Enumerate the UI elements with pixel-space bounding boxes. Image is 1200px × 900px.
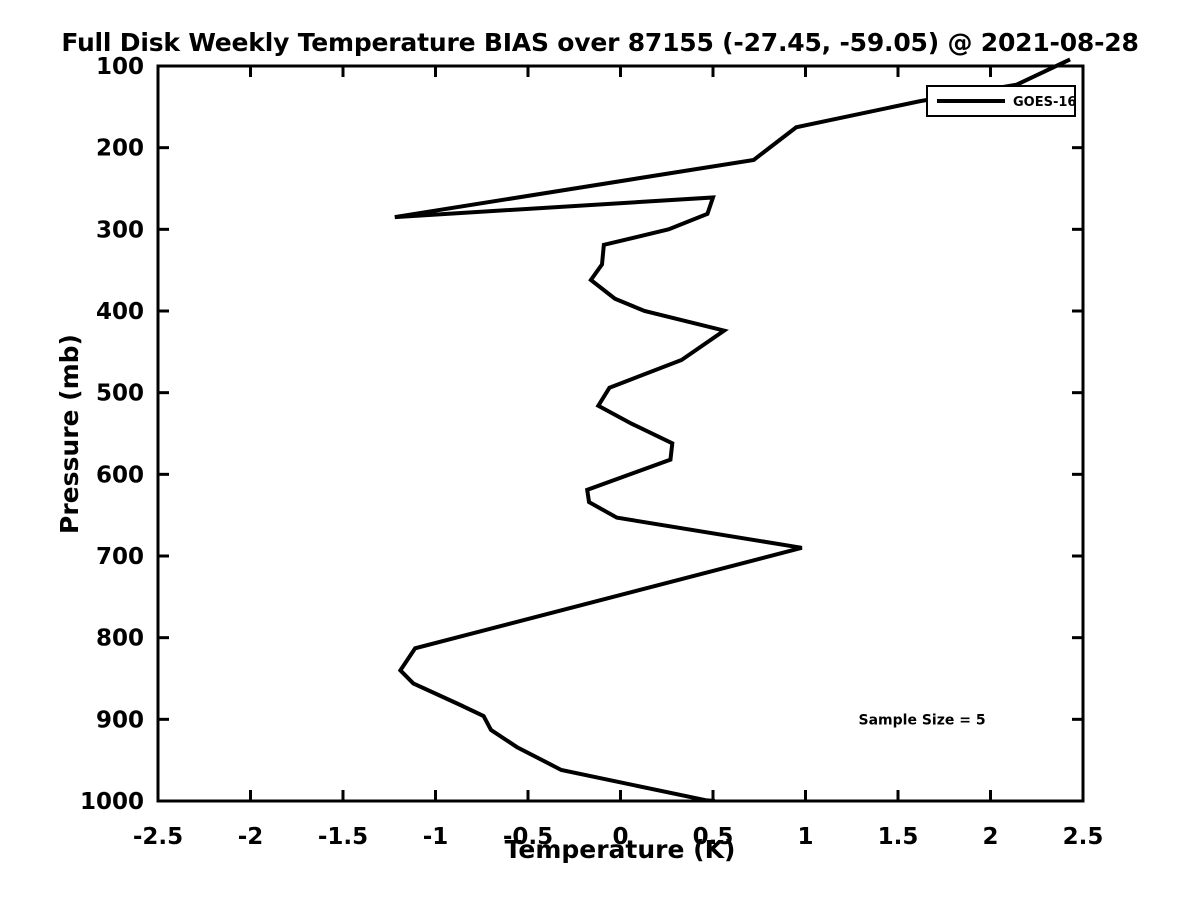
y-tick-label: 800: [96, 626, 144, 652]
chart-title: Full Disk Weekly Temperature BIAS over 8…: [61, 28, 1139, 57]
x-tick-label: -1: [423, 824, 449, 850]
y-tick-label: 100: [96, 54, 144, 80]
y-axis-ticks: 100 200 300 400 500 600 700 800 900 1000: [80, 54, 1083, 815]
legend-label: GOES-16: [1013, 95, 1076, 110]
data-series-layer: [394, 57, 1071, 801]
x-tick-label: -0.5: [503, 824, 553, 850]
y-tick-label: 200: [96, 136, 144, 162]
x-tick-label: 1: [797, 824, 813, 850]
x-tick-label: 0: [612, 824, 628, 850]
x-axis-ticks: -2.5 -2 -1.5 -1 -0.5 0 0.5 1 1.5 2 2.5: [133, 66, 1104, 850]
y-tick-label: 300: [96, 217, 144, 243]
x-tick-label: -1.5: [318, 824, 368, 850]
series-line-goes-16: [394, 57, 1071, 801]
y-tick-label: 400: [96, 299, 144, 325]
x-axis-title: Temperature (K): [505, 835, 736, 864]
chart-legend[interactable]: GOES-16: [926, 85, 1076, 117]
y-tick-label: 600: [96, 462, 144, 488]
sample-size-annotation: Sample Size = 5: [859, 712, 986, 728]
x-tick-label: 2: [982, 824, 998, 850]
x-tick-label: -2.5: [133, 824, 183, 850]
annotations-layer: Sample Size = 5: [859, 712, 986, 728]
y-tick-label: 1000: [80, 789, 144, 815]
y-tick-label: 700: [96, 544, 144, 570]
axes-frame: [156, 64, 1085, 803]
y-tick-label: 500: [96, 381, 144, 407]
x-tick-label: 0.5: [693, 824, 734, 850]
x-tick-label: 2.5: [1063, 824, 1104, 850]
x-tick-label: 1.5: [878, 824, 919, 850]
y-axis-title: Pressure (mb): [55, 334, 84, 534]
x-tick-label: -2: [238, 824, 264, 850]
y-tick-label: 900: [96, 707, 144, 733]
